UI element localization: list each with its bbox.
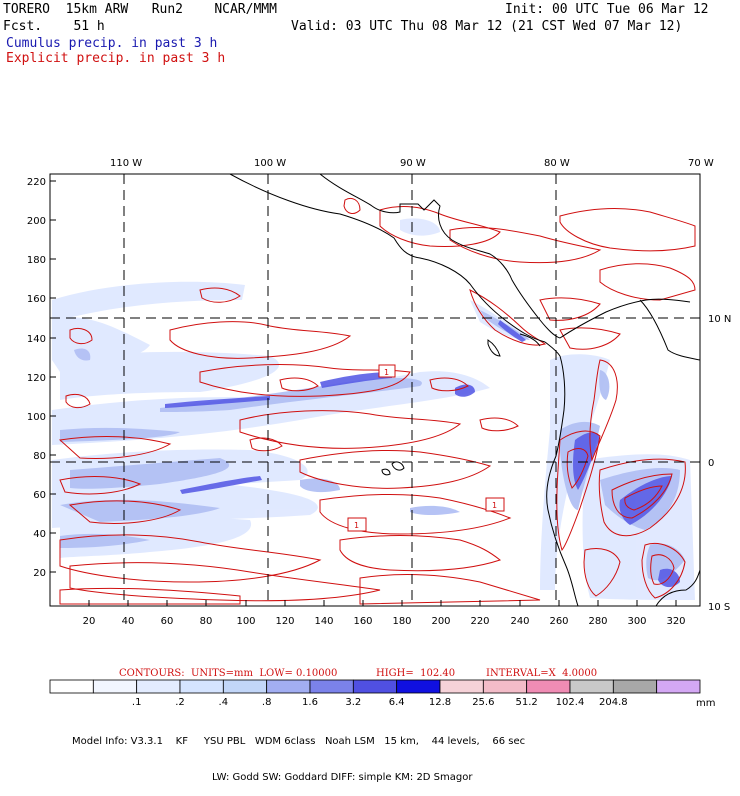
y-tick-labels: 220 200 180 160 140 120 100 80 60 40 20 (27, 177, 46, 579)
init-time: Init: 00 UTC Tue 06 Mar 12 (505, 2, 709, 17)
colorbar-swatch (526, 679, 571, 694)
y-tick-label: 120 (27, 373, 46, 384)
x-tick-label: 300 (627, 616, 646, 627)
colorbar-swatch (482, 679, 528, 694)
y-tick-label: 40 (33, 529, 46, 540)
colorbar-swatch (352, 679, 398, 694)
x-tick-marks (88, 600, 677, 606)
map-frame (49, 173, 701, 607)
max-label: 1 (354, 521, 359, 530)
x-tick-label: 100 (236, 616, 255, 627)
colorbar-label: 25.6 (472, 697, 494, 708)
colorbar-swatch (569, 679, 614, 694)
model-info-line2: LW: Godd SW: Goddard DIFF: simple KM: 2D… (212, 772, 473, 783)
graticule (50, 174, 700, 606)
x-tick-label: 200 (431, 616, 450, 627)
y-tick-label: 80 (33, 451, 46, 462)
x-tick-label: 80 (200, 616, 213, 627)
colorbar-unit: mm (696, 698, 715, 709)
y-tick-label: 220 (27, 177, 46, 188)
lon-label: 80 W (544, 158, 570, 169)
x-tick-label: 180 (392, 616, 411, 627)
x-tick-label: 320 (666, 616, 685, 627)
colorbar-label: 51.2 (516, 697, 538, 708)
explicit-legend: Explicit precip. in past 3 h (6, 51, 226, 66)
colorbar-label: 204.8 (599, 697, 628, 708)
model-info: Model Info: V3.3.1 KF YSU PBL WDM 6class… (72, 712, 525, 796)
colorbar-label: 102.4 (556, 697, 585, 708)
x-tick-label: 20 (83, 616, 96, 627)
x-tick-label: 220 (470, 616, 489, 627)
colorbar-swatch (266, 679, 311, 694)
forecast-hour: Fcst. 51 h (3, 19, 105, 34)
y-tick-label: 100 (27, 412, 46, 423)
colorbar (49, 679, 701, 694)
x-tick-label: 260 (549, 616, 568, 627)
max-label: 1 (384, 368, 389, 377)
colorbar-swatch (612, 679, 658, 694)
colorbar-swatch (309, 679, 354, 694)
y-tick-label: 180 (27, 255, 46, 266)
colorbar-labels: .1 .2 .4 .8 1.6 3.2 6.4 12.8 25.6 51.2 102.4 204.8 (132, 697, 628, 708)
y-tick-label: 160 (27, 294, 46, 305)
max-label: 1 (492, 501, 497, 510)
colorbar-swatch (222, 679, 268, 694)
colorbar-swatch (396, 679, 441, 694)
colorbar-label: .4 (219, 697, 229, 708)
x-tick-label: 60 (161, 616, 174, 627)
cumulus-legend: Cumulus precip. in past 3 h (6, 36, 218, 51)
x-tick-label: 40 (122, 616, 135, 627)
y-tick-label: 20 (33, 568, 46, 579)
y-tick-marks (50, 180, 56, 573)
colorbar-swatch (179, 679, 224, 694)
lon-label: 70 W (688, 158, 714, 169)
colorbar-label: .8 (262, 697, 272, 708)
contour-units: CONTOURS: UNITS=mm LOW= 0.10000 (119, 668, 338, 679)
contour-high: HIGH= 102.40 (376, 668, 456, 679)
y-tick-label: 200 (27, 216, 46, 227)
coastlines (229, 174, 700, 606)
lat-labels: 10 N 0 10 S (708, 314, 731, 613)
colorbar-swatch (136, 679, 181, 694)
colorbar-label: 12.8 (429, 697, 451, 708)
x-tick-label: 160 (353, 616, 372, 627)
lon-label: 90 W (400, 158, 426, 169)
x-tick-labels: 20 40 60 80 100 120 140 160 180 200 220 … (83, 616, 686, 627)
x-tick-label: 120 (275, 616, 294, 627)
lat-label: 10 N (708, 314, 731, 325)
x-tick-label: 140 (314, 616, 333, 627)
colorbar-swatch (439, 679, 484, 694)
colorbar-swatch (656, 679, 701, 694)
colorbar-label: 1.6 (302, 697, 318, 708)
contour-interval: INTERVAL=X 4.0000 (486, 668, 598, 679)
valid-time: Valid: 03 UTC Thu 08 Mar 12 (21 CST Wed … (291, 19, 683, 34)
precip-map: 1 1 1 110 W 100 W 90 W 80 W 70 W 10 N 0 … (27, 158, 731, 709)
colorbar-swatch (49, 679, 94, 694)
colorbar-label: .2 (175, 697, 185, 708)
x-tick-label: 280 (588, 616, 607, 627)
lat-label: 10 S (708, 602, 730, 613)
lon-labels: 110 W 100 W 90 W 80 W 70 W (110, 158, 714, 169)
lat-label: 0 (708, 458, 714, 469)
contour-info: CONTOURS: UNITS=mm LOW= 0.10000 HIGH= 10… (119, 668, 597, 712)
precip-field: 1 1 1 (50, 174, 700, 606)
lon-label: 100 W (254, 158, 286, 169)
model-info-line1: Model Info: V3.3.1 KF YSU PBL WDM 6class… (72, 736, 526, 747)
x-tick-label: 240 (510, 616, 529, 627)
max-labels: 1 1 1 (347, 364, 505, 532)
y-tick-label: 140 (27, 334, 46, 345)
colorbar-swatch (92, 679, 138, 694)
model-title: TORERO 15km ARW Run2 NCAR/MMM (3, 2, 277, 17)
colorbar-label: .1 (132, 697, 142, 708)
lon-label: 110 W (110, 158, 142, 169)
y-tick-label: 60 (33, 490, 46, 501)
colorbar-label: 6.4 (389, 697, 405, 708)
colorbar-label: 3.2 (345, 697, 361, 708)
